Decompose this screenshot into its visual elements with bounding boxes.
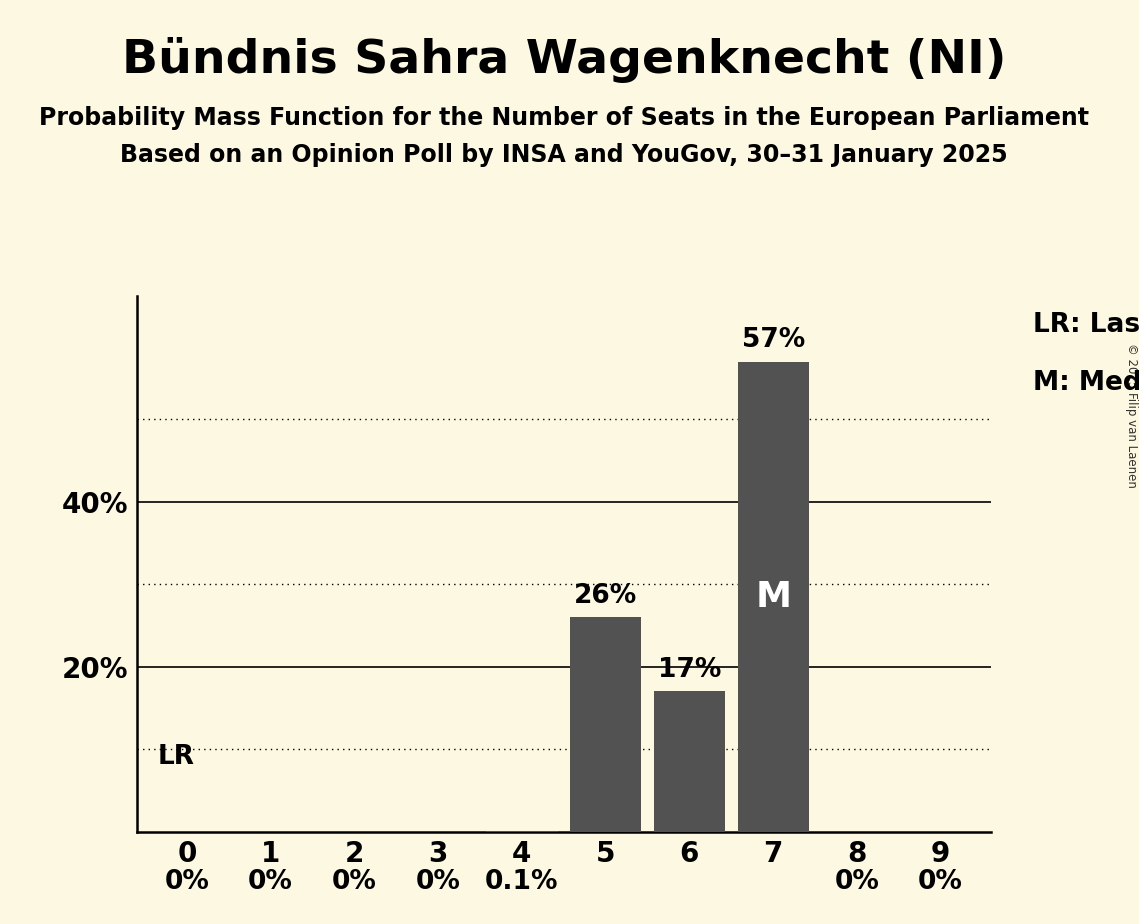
Text: LR: Last Result: LR: Last Result [1033, 312, 1139, 338]
Text: 0%: 0% [918, 869, 964, 894]
Bar [738, 361, 809, 832]
Text: 0%: 0% [331, 869, 377, 894]
Text: 26%: 26% [574, 583, 638, 609]
Text: 0%: 0% [835, 869, 879, 894]
Text: 57%: 57% [741, 327, 805, 353]
Text: 0%: 0% [164, 869, 210, 894]
Text: 0%: 0% [416, 869, 460, 894]
Text: M: Median: M: Median [1033, 370, 1139, 395]
Text: 0%: 0% [248, 869, 293, 894]
Text: Based on an Opinion Poll by INSA and YouGov, 30–31 January 2025: Based on an Opinion Poll by INSA and You… [120, 143, 1008, 167]
Text: 0.1%: 0.1% [485, 869, 559, 894]
Text: M: M [755, 579, 792, 614]
Text: 17%: 17% [657, 657, 721, 683]
Bar [654, 691, 726, 832]
Bar [571, 617, 641, 832]
Text: Bündnis Sahra Wagenknecht (NI): Bündnis Sahra Wagenknecht (NI) [122, 37, 1006, 83]
Text: © 2025 Filip van Laenen: © 2025 Filip van Laenen [1124, 344, 1138, 488]
Text: Probability Mass Function for the Number of Seats in the European Parliament: Probability Mass Function for the Number… [39, 106, 1089, 130]
Text: LR: LR [157, 744, 195, 770]
